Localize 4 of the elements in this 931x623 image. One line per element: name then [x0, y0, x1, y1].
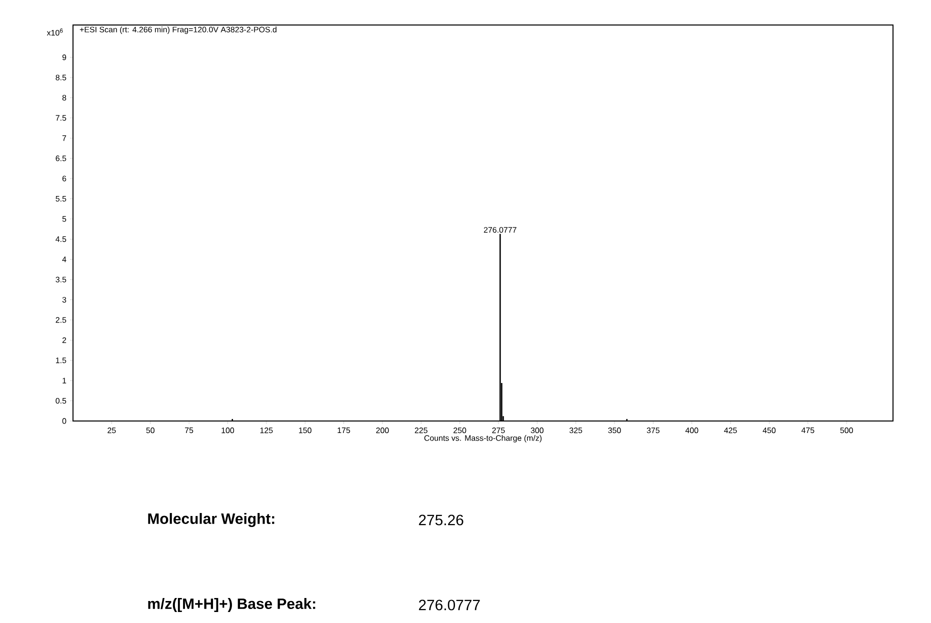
text: m/z([M+H]+) Base Peak:: [148, 598, 316, 612]
text: 276.0777: [418, 600, 480, 610]
text: 275.26: [418, 514, 464, 526]
text: Molecular Weight:: [148, 513, 274, 527]
